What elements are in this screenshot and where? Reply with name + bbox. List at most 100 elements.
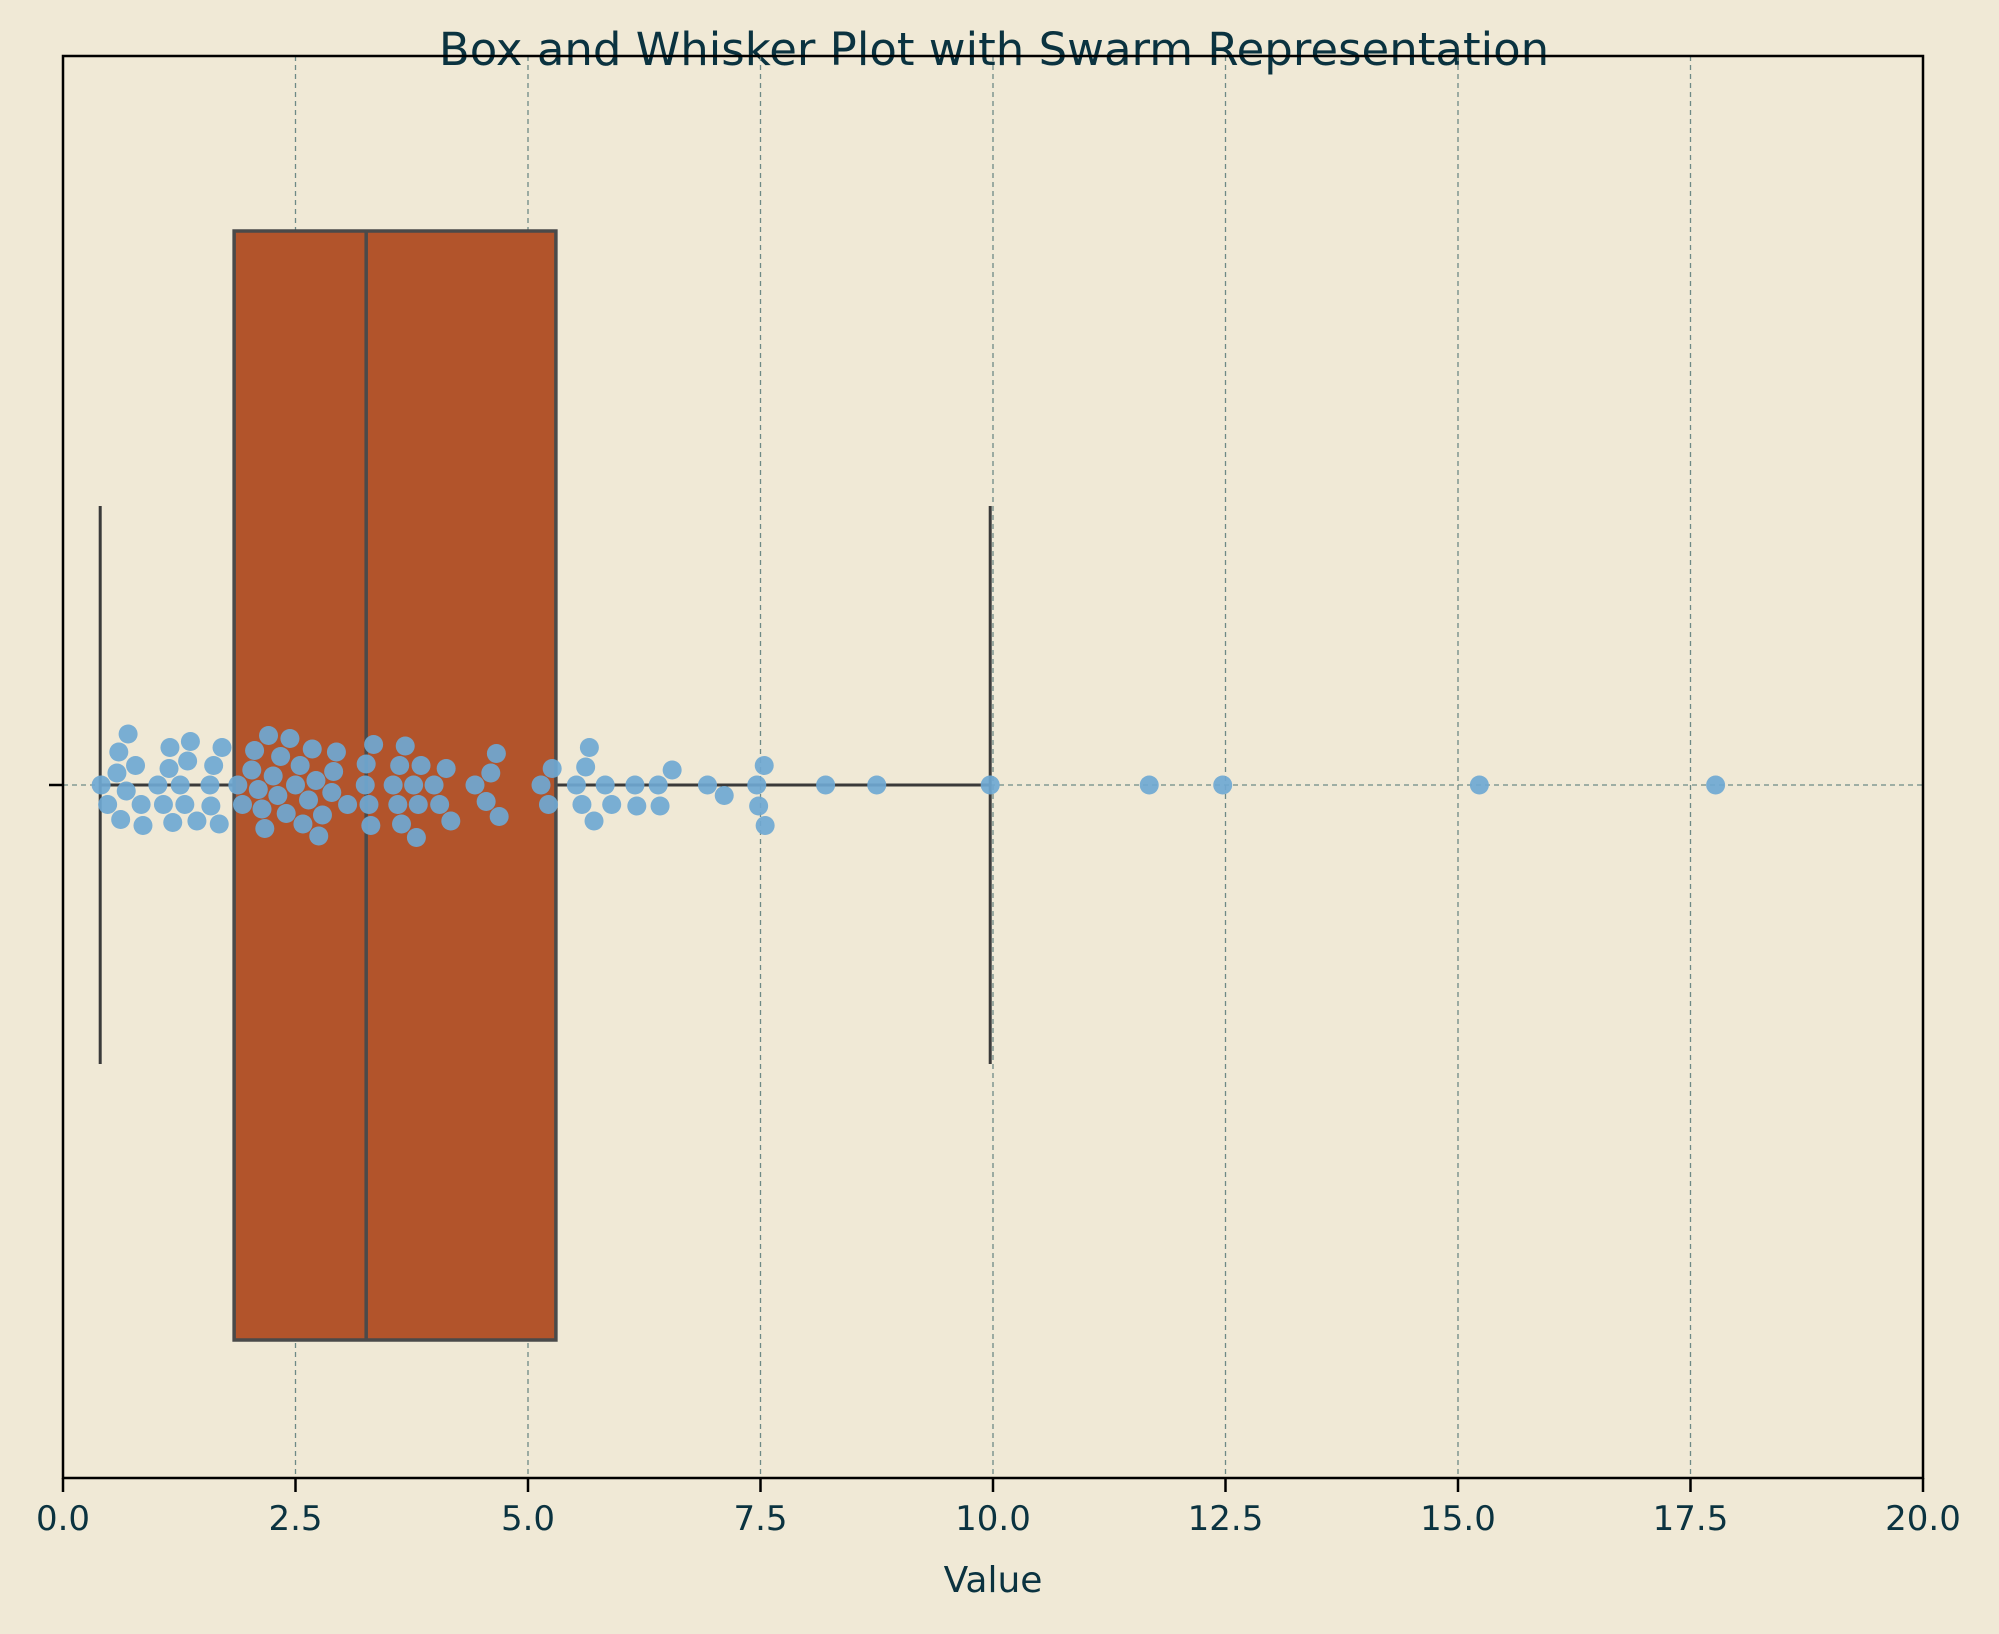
- swarm-point: [465, 775, 485, 795]
- swarm-point: [625, 775, 645, 795]
- x-tick-label: 0.0: [36, 1499, 90, 1539]
- swarm-point: [749, 796, 769, 816]
- x-tick-label: 15.0: [1420, 1499, 1496, 1539]
- x-tick-label: 2.5: [268, 1499, 322, 1539]
- swarm-point: [355, 775, 375, 795]
- chart-title: Box and Whisker Plot with Swarm Represen…: [439, 23, 1549, 76]
- swarm-point: [1469, 775, 1489, 795]
- swarm-point: [538, 795, 558, 814]
- swarm-point: [542, 759, 562, 778]
- swarm-point: [263, 766, 283, 786]
- swarm-point: [338, 795, 358, 814]
- swarm-point: [159, 759, 179, 778]
- swarm-point: [131, 795, 151, 814]
- swarm-point: [441, 811, 461, 831]
- swarm-point: [201, 796, 221, 816]
- swarm-point: [627, 796, 647, 816]
- swarm-point: [242, 760, 262, 780]
- swarm-point: [486, 744, 506, 763]
- swarm-point: [116, 781, 136, 801]
- swarm-point: [411, 756, 431, 775]
- swarm-point: [356, 754, 376, 774]
- swarm-point: [531, 775, 551, 795]
- x-tick-label: 5.0: [501, 1499, 555, 1539]
- swarm-point: [255, 819, 275, 838]
- swarm-point: [424, 775, 444, 795]
- swarm-point: [572, 795, 592, 814]
- swarm-point: [271, 747, 291, 766]
- swarm-point: [980, 775, 1000, 795]
- swarm-point: [290, 756, 310, 775]
- swarm-point: [306, 771, 326, 790]
- x-tick-label: 17.5: [1653, 1499, 1729, 1539]
- swarm-point: [392, 814, 412, 834]
- swarm-point: [489, 807, 509, 826]
- swarm-point: [160, 738, 180, 757]
- swarm-point: [309, 826, 329, 846]
- swarm-point: [148, 775, 168, 795]
- swarm-point: [133, 816, 153, 835]
- swarm-point: [390, 756, 410, 775]
- x-axis-label: Value: [944, 1560, 1043, 1601]
- swarm-point: [248, 780, 268, 799]
- swarm-point: [204, 756, 224, 775]
- swarm-point: [111, 810, 131, 829]
- swarm-point: [126, 756, 146, 775]
- swarm-point: [91, 775, 111, 795]
- swarm-point: [476, 792, 496, 811]
- x-tick-label: 12.5: [1188, 1499, 1264, 1539]
- swarm-point: [481, 763, 501, 783]
- swarm-point: [754, 756, 774, 775]
- swarm-point: [170, 775, 190, 795]
- swarm-point: [153, 795, 173, 814]
- swarm-point: [755, 816, 775, 835]
- swarm-point: [867, 775, 887, 795]
- swarm-point: [359, 795, 379, 814]
- swarm-point: [200, 775, 220, 795]
- swarm-point: [107, 763, 127, 783]
- swarm-points: [91, 724, 1726, 847]
- swarm-point: [252, 799, 272, 819]
- swarm-point: [293, 814, 313, 834]
- x-tick-label: 7.5: [733, 1499, 787, 1539]
- swarm-point: [259, 726, 279, 745]
- swarm-point: [388, 795, 408, 814]
- swarm-point: [408, 795, 428, 814]
- swarm-point: [747, 775, 767, 795]
- swarm-point: [187, 811, 207, 831]
- swarm-point: [404, 775, 424, 795]
- swarm-point: [662, 760, 682, 780]
- swarm-point: [98, 795, 118, 814]
- swarm-point: [697, 775, 717, 795]
- swarm-point: [212, 738, 232, 757]
- swarm-point: [430, 795, 450, 814]
- x-tick-label: 10.0: [955, 1499, 1031, 1539]
- swarm-point: [163, 813, 183, 832]
- swarm-point: [180, 732, 200, 751]
- swarm-point: [280, 729, 300, 748]
- swarm-point: [395, 736, 415, 756]
- swarm-point: [579, 738, 599, 757]
- swarm-point: [326, 742, 346, 762]
- swarm-point: [602, 795, 622, 814]
- swarm-point: [436, 759, 456, 778]
- swarm-point: [1139, 775, 1159, 795]
- swarm-point: [312, 805, 332, 825]
- swarm-point: [584, 811, 604, 831]
- swarm-point: [228, 775, 248, 795]
- x-axis-ticks: 0.0 2.5 5.0 7.5 10.0 12.5 15.0 17.5 20.0: [36, 1478, 1961, 1539]
- swarm-point: [406, 828, 426, 847]
- swarm-point: [245, 741, 265, 760]
- swarm-point: [714, 786, 734, 805]
- swarm-point: [268, 786, 288, 805]
- swarm-point: [175, 795, 195, 814]
- swarm-point: [1213, 775, 1233, 795]
- swarm-point: [383, 775, 403, 795]
- swarm-point: [364, 735, 384, 754]
- swarm-point: [209, 814, 229, 834]
- swarm-point: [648, 775, 668, 795]
- swarm-point: [178, 751, 198, 771]
- swarm-point: [299, 790, 319, 810]
- swarm-point: [109, 742, 129, 762]
